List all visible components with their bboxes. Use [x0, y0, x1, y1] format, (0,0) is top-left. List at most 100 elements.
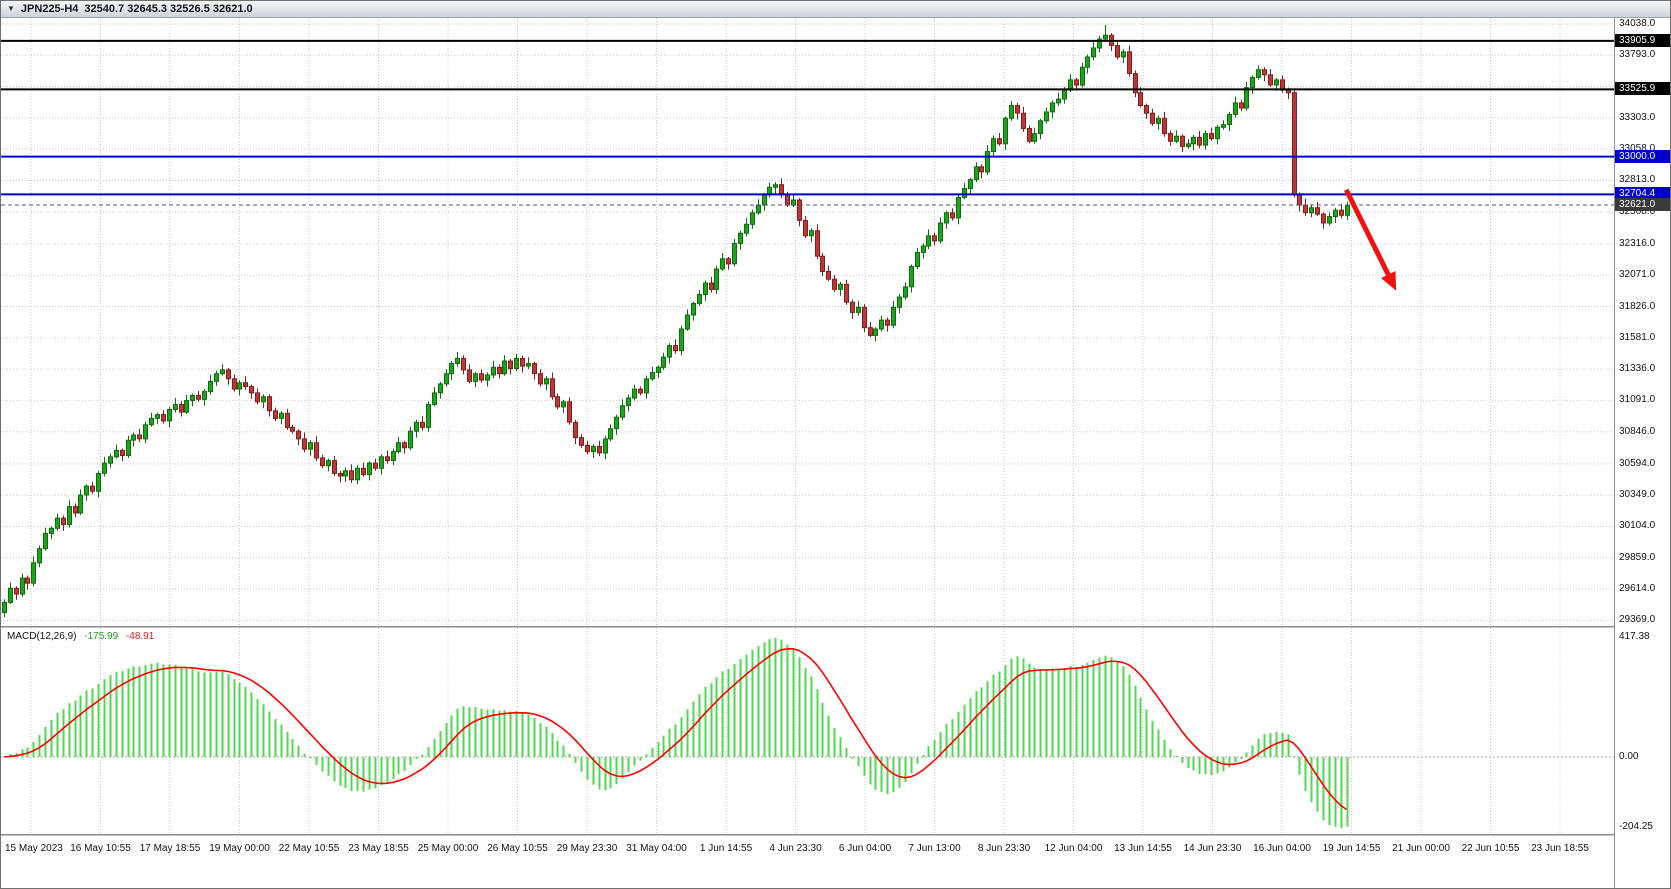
candle-body [1333, 209, 1338, 218]
candle-body [473, 373, 478, 382]
candle-body [826, 271, 831, 280]
candle-body [1085, 56, 1090, 68]
candle-body [561, 401, 566, 408]
price-line-badge: 33000.0 [1615, 149, 1670, 163]
candle-body [120, 449, 125, 456]
candle-body [1274, 79, 1279, 86]
candle-body [143, 424, 148, 440]
candle-body [1286, 89, 1291, 94]
candle-body [1197, 136, 1202, 146]
price-tick-label: 31826.0 [1619, 300, 1656, 312]
price-line-badge: 33525.9 [1615, 82, 1670, 96]
candle-body [202, 391, 207, 400]
pane-splitter-2[interactable] [1, 834, 1614, 836]
candle-body [149, 417, 154, 426]
candle-body [803, 220, 808, 237]
trend-arrow-shaft[interactable] [1344, 188, 1391, 276]
candle-body [349, 470, 354, 481]
candle-body [261, 396, 266, 403]
candle-body [844, 283, 849, 303]
candle-body [214, 373, 219, 382]
candle-body [909, 265, 914, 288]
chart-title-symbol: JPN225-H4 [20, 3, 79, 15]
candle-body [1203, 133, 1208, 146]
pane-splitter[interactable] [1, 626, 1614, 628]
price-tick-label: 33793.0 [1619, 49, 1656, 61]
price-tick-label: 31581.0 [1619, 331, 1656, 343]
price-tick-label: 34038.0 [1619, 18, 1656, 29]
chart-menu-icon[interactable]: ▼ [7, 4, 15, 13]
chart-titlebar[interactable]: ▼ JPN225-H4 32540.7 32645.3 32526.5 3262… [1, 1, 1670, 18]
candle-body [73, 506, 78, 514]
price-pane[interactable] [1, 18, 1614, 626]
candle-body [997, 138, 1002, 145]
candle-body [832, 278, 837, 290]
candle-body [544, 378, 549, 385]
candle-body [1044, 111, 1049, 122]
candle-body [61, 517, 66, 526]
candle-body [673, 345, 678, 352]
candle-body [985, 151, 990, 173]
candle-body [497, 366, 502, 375]
candle-body [1227, 113, 1232, 126]
price-line-badge: 32621.0 [1615, 197, 1670, 211]
candle-body [1309, 207, 1314, 214]
price-tick-label: 29614.0 [1619, 583, 1656, 595]
candle-body [408, 430, 413, 449]
candle-body [438, 383, 443, 394]
candle-body [426, 403, 431, 428]
candle-body [332, 460, 337, 474]
candle-body [932, 235, 937, 242]
price-tick-label: 29859.0 [1619, 551, 1656, 563]
candle-body [108, 456, 113, 464]
candle-body [25, 577, 30, 584]
candle-body [738, 232, 743, 244]
price-line-badge: 33905.9 [1615, 33, 1670, 47]
candle-body [785, 194, 790, 206]
candle-body [373, 462, 378, 469]
candle-body [897, 296, 902, 308]
candle-body [944, 212, 949, 224]
candle-body [432, 392, 437, 405]
time-axis[interactable]: 15 May 2023 16 May 10:55 17 May 18:55 19 Ma… [1, 836, 1614, 888]
candle-body [1038, 120, 1043, 135]
macd-tick-label: 0.00 [1619, 750, 1639, 762]
candle-body [1244, 87, 1249, 109]
candle-body [514, 357, 519, 370]
candle-body [732, 242, 737, 265]
candle-body [667, 345, 672, 358]
candle-body [614, 416, 619, 430]
chart-title-ohlc: 32540.7 32645.3 32526.5 32621.0 [84, 3, 253, 15]
candle-body [538, 373, 543, 385]
candle-body [43, 532, 48, 550]
trend-arrow-head[interactable] [1381, 271, 1397, 291]
candle-body [1115, 45, 1120, 58]
macd-tick-label: 417.38 [1619, 631, 1650, 642]
candle-body [720, 258, 725, 270]
macd-pane[interactable] [1, 628, 1614, 834]
candle-body [532, 363, 537, 375]
candle-body [591, 446, 596, 453]
candle-body [279, 412, 284, 419]
candle-body [1339, 209, 1344, 216]
candle-body [208, 380, 213, 393]
time-axis-label: 19 Jun 14:55 [1322, 843, 1381, 854]
candle-body [644, 378, 649, 394]
candle-body [1250, 76, 1255, 89]
candle-body [1050, 102, 1055, 113]
candle-body [184, 400, 189, 413]
time-axis-label: 4 Jun 23:30 [769, 843, 822, 854]
candle-body [455, 357, 460, 364]
time-axis-label: 14 Jun 23:30 [1183, 843, 1242, 854]
price-axis[interactable]: 34038.033793.033548.033303.033058.032813… [1614, 18, 1670, 888]
candle-body [226, 369, 231, 380]
candle-body [296, 430, 301, 440]
candle-body [1233, 102, 1238, 115]
candle-body [1080, 66, 1085, 86]
candle-body [656, 366, 661, 373]
candle-body [679, 328, 684, 352]
candle-body [1292, 92, 1297, 196]
candle-body [809, 230, 814, 237]
candle-body [661, 356, 666, 368]
